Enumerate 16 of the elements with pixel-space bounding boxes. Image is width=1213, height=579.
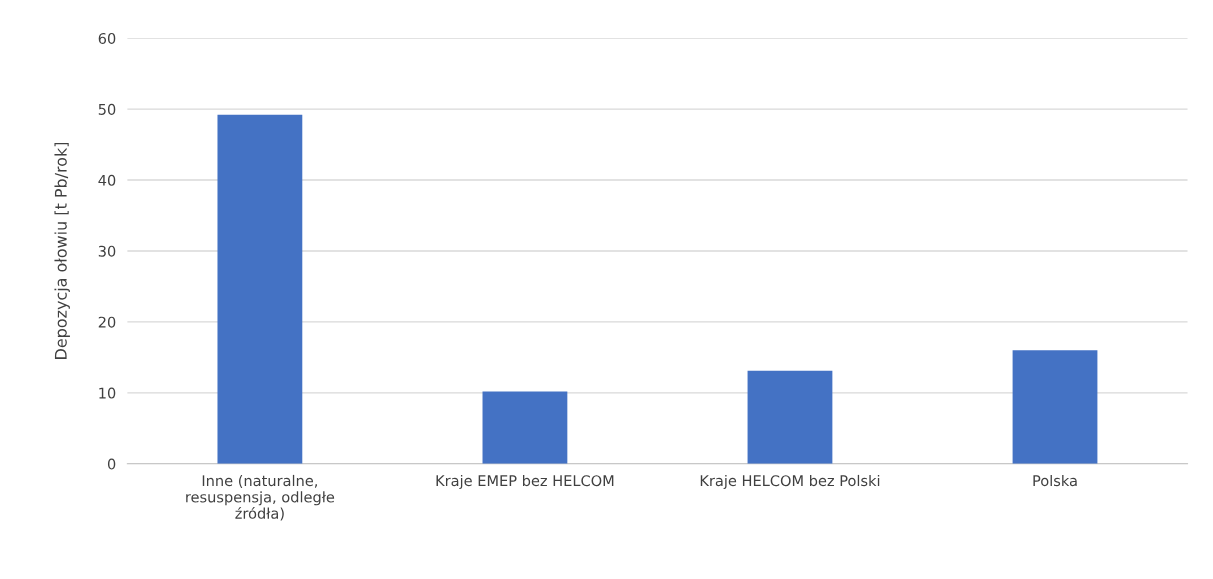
y-tick-label: 20 — [98, 316, 116, 328]
x-tick-label: Kraje EMEP bez HELCOM — [436, 474, 614, 489]
y-tick-label: 30 — [98, 245, 116, 257]
y-axis-title: Depozycja ołowiu [t Pb/rok] — [54, 142, 70, 359]
x-tick-label: Inne (naturalne, resuspensja, odległe źródła) — [186, 474, 335, 521]
bar — [482, 391, 568, 464]
y-tick-label: 10 — [99, 387, 116, 399]
y-tick-label: 60 — [98, 32, 116, 44]
bar — [1012, 350, 1098, 464]
x-tick-label: Kraje HELCOM bez Polski — [700, 474, 880, 489]
y-tick-label: 0 — [107, 458, 116, 470]
x-tick-label: Polska — [1033, 474, 1077, 487]
y-tick-label: 40 — [98, 174, 116, 186]
bar — [747, 370, 833, 464]
bar — [217, 114, 303, 464]
y-tick-label: 50 — [98, 103, 116, 115]
